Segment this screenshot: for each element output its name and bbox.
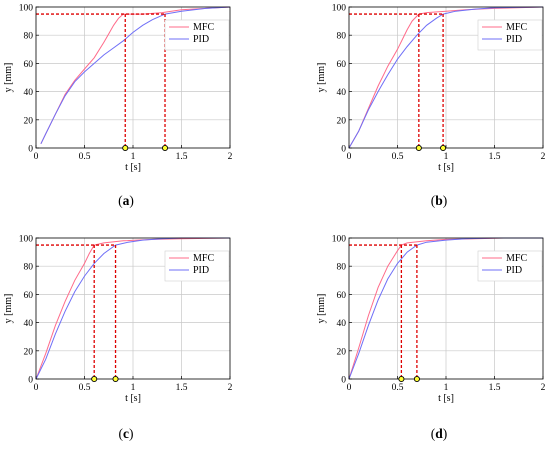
settling-time-marker xyxy=(440,144,447,152)
legend-label-mfc: MFC xyxy=(193,22,214,33)
series-line-pid xyxy=(35,237,230,380)
y-tick-label: 40 xyxy=(24,88,34,98)
legend-label-pid: PID xyxy=(506,34,522,45)
series-line-mfc xyxy=(348,6,544,149)
x-tick-label: 0 xyxy=(347,152,352,162)
panel-caption: (b) xyxy=(431,193,448,208)
y-tick-label: 20 xyxy=(24,116,34,126)
x-tick-label: 2 xyxy=(228,152,233,162)
y-axis-label: y [mm] xyxy=(316,63,327,93)
y-tick-label: 40 xyxy=(337,319,347,329)
y-tick-label: 20 xyxy=(337,347,347,357)
y-tick-label: 40 xyxy=(337,88,347,98)
y-tick-label: 60 xyxy=(24,291,34,301)
settling-time-marker xyxy=(413,375,420,383)
y-axis-label: y [mm] xyxy=(3,294,14,324)
y-tick-label: 20 xyxy=(337,116,347,126)
x-tick-label: 0 xyxy=(347,383,352,393)
y-tick-label: 100 xyxy=(19,235,34,245)
x-tick-label: 0 xyxy=(34,152,39,162)
series-line-pid xyxy=(348,6,544,149)
legend-label-mfc: MFC xyxy=(193,253,214,264)
panel-caption: (c) xyxy=(119,426,134,441)
y-tick-label: 80 xyxy=(24,32,34,42)
legend-box xyxy=(164,250,230,282)
y-tick-label: 80 xyxy=(337,263,347,273)
x-axis-label: t [s] xyxy=(125,162,141,173)
x-tick-label: 1.5 xyxy=(176,152,188,162)
series-line-mfc xyxy=(40,6,231,145)
y-tick-label: 20 xyxy=(24,347,34,357)
settling-time-marker xyxy=(112,375,119,383)
x-tick-label: 1 xyxy=(131,152,136,162)
legend-label-mfc: MFC xyxy=(506,22,527,33)
series-line-pid xyxy=(40,6,231,145)
y-tick-label: 60 xyxy=(337,291,347,301)
legend-label-pid: PID xyxy=(193,34,209,45)
y-axis-label: y [mm] xyxy=(3,63,14,93)
x-tick-label: 0.5 xyxy=(392,383,404,393)
x-tick-label: 0.5 xyxy=(392,152,404,162)
x-tick-label: 0.5 xyxy=(79,152,91,162)
y-tick-label: 0 xyxy=(341,145,346,155)
x-tick-label: 1.5 xyxy=(176,383,188,393)
y-tick-label: 60 xyxy=(337,60,347,70)
y-tick-label: 0 xyxy=(341,376,346,386)
x-tick-label: 2 xyxy=(541,383,546,393)
x-axis-label: t [s] xyxy=(438,393,454,404)
panel-caption: (d) xyxy=(431,426,448,441)
settling-time-marker xyxy=(91,375,98,383)
series-line-pid xyxy=(348,237,543,380)
legend-box xyxy=(477,250,543,282)
x-tick-label: 1 xyxy=(131,383,136,393)
x-axis-label: t [s] xyxy=(438,162,454,173)
y-tick-label: 100 xyxy=(332,4,347,14)
legend-label-pid: PID xyxy=(506,265,522,276)
y-tick-label: 40 xyxy=(24,319,34,329)
y-tick-label: 80 xyxy=(337,32,347,42)
x-tick-label: 2 xyxy=(541,152,546,162)
y-tick-label: 0 xyxy=(28,376,33,386)
settling-time-marker xyxy=(161,144,169,152)
panel-caption: (a) xyxy=(118,193,134,208)
settling-time-marker xyxy=(122,144,129,152)
legend-label-mfc: MFC xyxy=(506,253,527,264)
legend-box xyxy=(164,19,230,51)
settling-time-marker xyxy=(398,375,405,383)
x-tick-label: 1.5 xyxy=(489,152,501,162)
x-tick-label: 0 xyxy=(34,383,39,393)
settling-time-marker xyxy=(415,144,422,152)
x-tick-label: 1.5 xyxy=(489,383,501,393)
x-tick-label: 0.5 xyxy=(79,383,91,393)
legend-box xyxy=(477,19,543,51)
x-tick-label: 1 xyxy=(444,152,449,162)
y-tick-label: 100 xyxy=(332,235,347,245)
x-tick-label: 2 xyxy=(228,383,233,393)
y-tick-label: 0 xyxy=(28,145,33,155)
y-tick-label: 80 xyxy=(24,263,34,273)
y-tick-label: 60 xyxy=(24,60,34,70)
y-tick-label: 100 xyxy=(19,4,34,14)
legend-label-pid: PID xyxy=(193,265,209,276)
x-tick-label: 1 xyxy=(444,383,449,393)
y-axis-label: y [mm] xyxy=(316,294,327,324)
x-axis-label: t [s] xyxy=(125,393,141,404)
